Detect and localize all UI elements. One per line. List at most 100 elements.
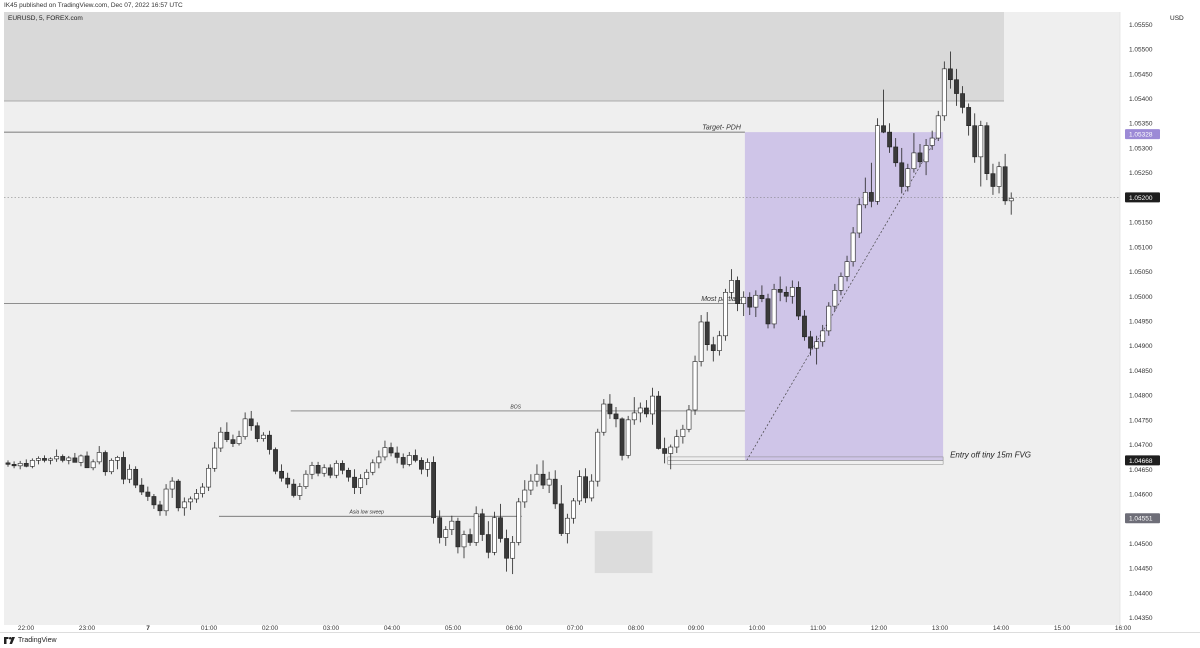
candle-body xyxy=(534,473,540,482)
candle-109 xyxy=(668,444,674,470)
candle-body xyxy=(899,162,905,187)
candle-body xyxy=(814,341,820,349)
candle-body xyxy=(443,529,449,538)
candle-body xyxy=(601,403,607,433)
candle-body xyxy=(935,115,941,139)
candle-49 xyxy=(303,470,309,490)
currency-label: USD xyxy=(1170,15,1184,22)
candle-17 xyxy=(108,458,114,475)
supply-zone xyxy=(4,12,1004,101)
candle-32 xyxy=(200,483,205,498)
candle-54 xyxy=(333,460,339,479)
candle-body xyxy=(145,491,151,497)
candle-0 xyxy=(5,460,11,467)
price-tag-0 xyxy=(1125,129,1160,140)
candle-50 xyxy=(309,461,315,480)
candle-39 xyxy=(242,412,248,440)
candle-157 xyxy=(960,86,965,114)
candle-145 xyxy=(887,123,892,153)
y-tick-label: 1.04950 xyxy=(1129,318,1153,325)
x-tick-label: 03:00 xyxy=(323,625,340,631)
chart-panel[interactable]: Target- PDH Most partials BOS Asia low swee… xyxy=(4,12,1162,625)
candle-154 xyxy=(941,61,947,121)
candle-body xyxy=(151,496,157,506)
candle-60 xyxy=(370,459,376,476)
candle-24 xyxy=(151,493,157,509)
candle-body xyxy=(339,463,345,471)
candle-body xyxy=(960,93,965,108)
candle-58 xyxy=(358,474,364,494)
candle-62 xyxy=(382,440,388,461)
candle-84 xyxy=(516,497,522,546)
candle-body xyxy=(826,305,832,332)
candle-body xyxy=(516,501,522,543)
candle-body xyxy=(771,289,777,325)
candle-body xyxy=(552,478,558,505)
candle-28 xyxy=(175,479,181,512)
candle-body xyxy=(808,336,813,349)
candle-body xyxy=(5,462,11,465)
candle-body xyxy=(765,298,771,325)
candle-body xyxy=(783,291,789,297)
candle-body xyxy=(236,436,242,444)
candle-body xyxy=(838,276,844,291)
x-tick-label: 08:00 xyxy=(628,625,645,631)
candle-69 xyxy=(425,458,430,477)
candle-64 xyxy=(394,446,400,464)
candle-body xyxy=(303,473,309,487)
candle-body xyxy=(996,166,1002,187)
candle-body xyxy=(650,395,655,415)
candle-body xyxy=(540,473,546,486)
candle-12 xyxy=(78,454,84,467)
candle-body xyxy=(115,457,120,461)
candle-119 xyxy=(729,269,734,299)
candle-body xyxy=(656,395,661,449)
candle-14 xyxy=(90,459,96,471)
candle-86 xyxy=(528,474,534,495)
candle-body xyxy=(716,335,722,351)
candle-127 xyxy=(777,276,783,302)
y-tick-label: 1.05500 xyxy=(1129,47,1153,54)
candle-108 xyxy=(662,437,668,464)
candle-34 xyxy=(212,442,218,472)
candle-body xyxy=(735,280,740,304)
candle-body xyxy=(577,476,582,502)
candle-body xyxy=(893,146,899,164)
candle-162 xyxy=(990,163,996,195)
candlestick-chart[interactable]: Target- PDH Most partials BOS Asia low swee… xyxy=(4,12,1162,625)
y-tick-label: 1.05000 xyxy=(1129,294,1153,301)
candle-body xyxy=(832,290,838,307)
x-tick-label: 09:00 xyxy=(688,625,705,631)
candle-103 xyxy=(631,397,637,425)
candle-115 xyxy=(704,312,710,351)
y-tick-label: 1.05050 xyxy=(1129,269,1153,276)
candle-body xyxy=(759,294,765,300)
candle-70 xyxy=(431,456,436,524)
price-tag-3 xyxy=(1125,513,1160,524)
candle-71 xyxy=(437,510,443,544)
candle-body xyxy=(364,471,370,479)
candle-body xyxy=(224,431,230,440)
candle-19 xyxy=(121,451,126,485)
candle-body xyxy=(376,456,382,464)
candle-body xyxy=(96,452,102,463)
candle-48 xyxy=(297,483,303,500)
candle-body xyxy=(723,291,728,337)
candle-body xyxy=(394,452,400,458)
candle-110 xyxy=(674,429,680,453)
price-tag-2 xyxy=(1125,455,1160,466)
candle-body xyxy=(978,125,984,158)
candle-body xyxy=(710,344,716,351)
candle-body xyxy=(498,517,503,539)
candle-45 xyxy=(279,464,284,482)
candle-113 xyxy=(692,355,698,415)
candle-35 xyxy=(218,427,224,452)
symbol-label: EURUSD, 5, FOREX.com xyxy=(8,15,83,22)
level-label-2: Most partials xyxy=(701,296,741,303)
candle-83 xyxy=(510,536,516,575)
candle-82 xyxy=(504,529,509,572)
x-tick-label: 06:00 xyxy=(506,625,523,631)
candle-body xyxy=(607,403,613,415)
candle-38 xyxy=(236,430,242,446)
x-tick-label: 16:00 xyxy=(1115,625,1132,631)
